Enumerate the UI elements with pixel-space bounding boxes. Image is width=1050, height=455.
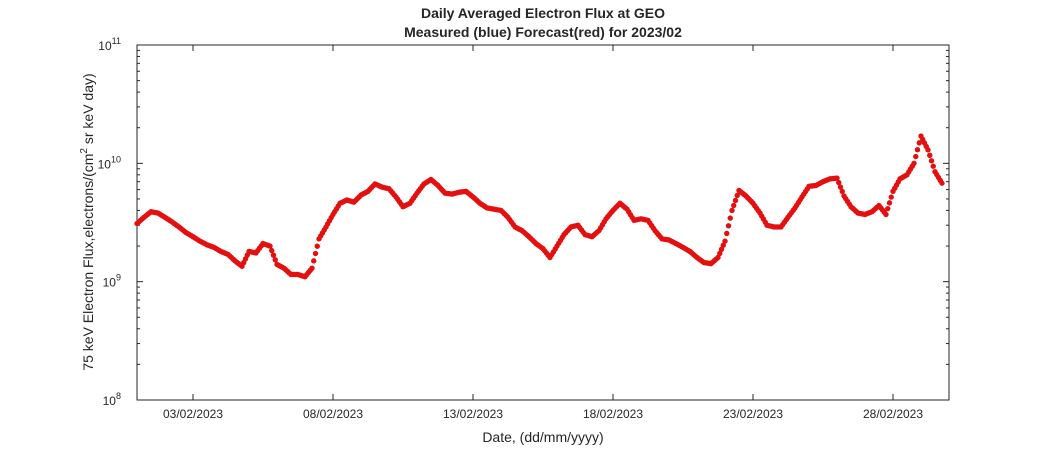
- data-point-interp: [272, 257, 278, 263]
- data-point-interp: [718, 246, 725, 253]
- x-tick-label: 08/02/2023: [303, 407, 363, 421]
- y-axis-label: 75 keV Electron Flux,electrons/(cm2 sr k…: [79, 73, 96, 370]
- data-point-interp: [914, 147, 921, 153]
- y-tick-label: 108: [103, 391, 121, 408]
- data-point-interp: [311, 258, 317, 264]
- data-point-interp: [837, 184, 844, 190]
- data-point-interp: [269, 247, 275, 254]
- data-point: [729, 207, 735, 214]
- data-point-interp: [886, 200, 893, 206]
- x-axis: 03/02/2023 08/02/2023 13/02/2023 18/02/2023…: [163, 45, 923, 421]
- data-point-interp: [888, 194, 894, 200]
- data-point-interp: [885, 205, 891, 212]
- chart-title: Daily Averaged Electron Flux at GEO: [421, 5, 665, 21]
- data-point-interp: [836, 179, 842, 186]
- data-points: [134, 133, 945, 280]
- y-tick-base: 10: [98, 39, 112, 53]
- data-point-interp: [731, 202, 737, 209]
- x-tick-label: 18/02/2023: [583, 407, 643, 421]
- data-point-interp: [928, 158, 935, 164]
- data-point: [309, 265, 315, 271]
- data-point-interp: [725, 223, 732, 229]
- data-point-interp: [930, 163, 936, 169]
- y-axis-label-superscript: 2: [79, 148, 90, 154]
- y-tick-label: 1010: [98, 154, 121, 171]
- x-tick-label: 28/02/2023: [863, 407, 923, 421]
- data-point-interp: [270, 252, 277, 258]
- data-point: [715, 254, 721, 261]
- data-point-interp: [312, 250, 319, 257]
- y-axis-label-rest: sr keV day): [80, 73, 96, 148]
- data-point: [911, 160, 917, 167]
- y-axis-label-main: 75 keV Electron Flux,electrons/(cm: [80, 154, 96, 371]
- data-point-interp: [717, 250, 723, 257]
- data-point: [834, 175, 840, 181]
- x-tick-label: 03/02/2023: [163, 407, 223, 421]
- y-tick-base: 10: [103, 276, 117, 290]
- data-point-interp: [314, 243, 320, 249]
- data-point-interp: [720, 242, 726, 248]
- data-point-interp: [916, 140, 922, 146]
- y-tick-exponent: 10: [111, 154, 121, 164]
- data-point-interp: [927, 152, 933, 159]
- data-point-interp: [732, 197, 739, 204]
- y-tick-base: 10: [103, 394, 117, 408]
- y-tick-exponent: 8: [116, 391, 121, 401]
- y-tick-base: 10: [98, 157, 112, 171]
- x-tick-label: 23/02/2023: [723, 407, 783, 421]
- data-point-interp: [839, 188, 845, 195]
- data-point-interp: [727, 215, 733, 221]
- data-point: [939, 180, 945, 186]
- data-point: [925, 147, 931, 153]
- x-axis-label: Date, (dd/mm/yyyy): [482, 429, 603, 445]
- data-point-interp: [734, 192, 740, 199]
- y-tick-exponent: 9: [116, 273, 121, 283]
- y-tick-label: 1011: [98, 36, 121, 53]
- x-tick-label: 13/02/2023: [443, 407, 503, 421]
- data-point-interp: [913, 153, 919, 160]
- y-tick-exponent: 11: [112, 36, 121, 46]
- data-point: [883, 211, 889, 218]
- plot-area: [136, 44, 950, 401]
- data-point: [722, 238, 728, 244]
- data-point-interp: [724, 230, 730, 237]
- data-point: [267, 243, 273, 249]
- y-tick-label: 109: [103, 273, 121, 290]
- chart-subtitle: Measured (blue) Forecast(red) for 2023/0…: [404, 24, 682, 40]
